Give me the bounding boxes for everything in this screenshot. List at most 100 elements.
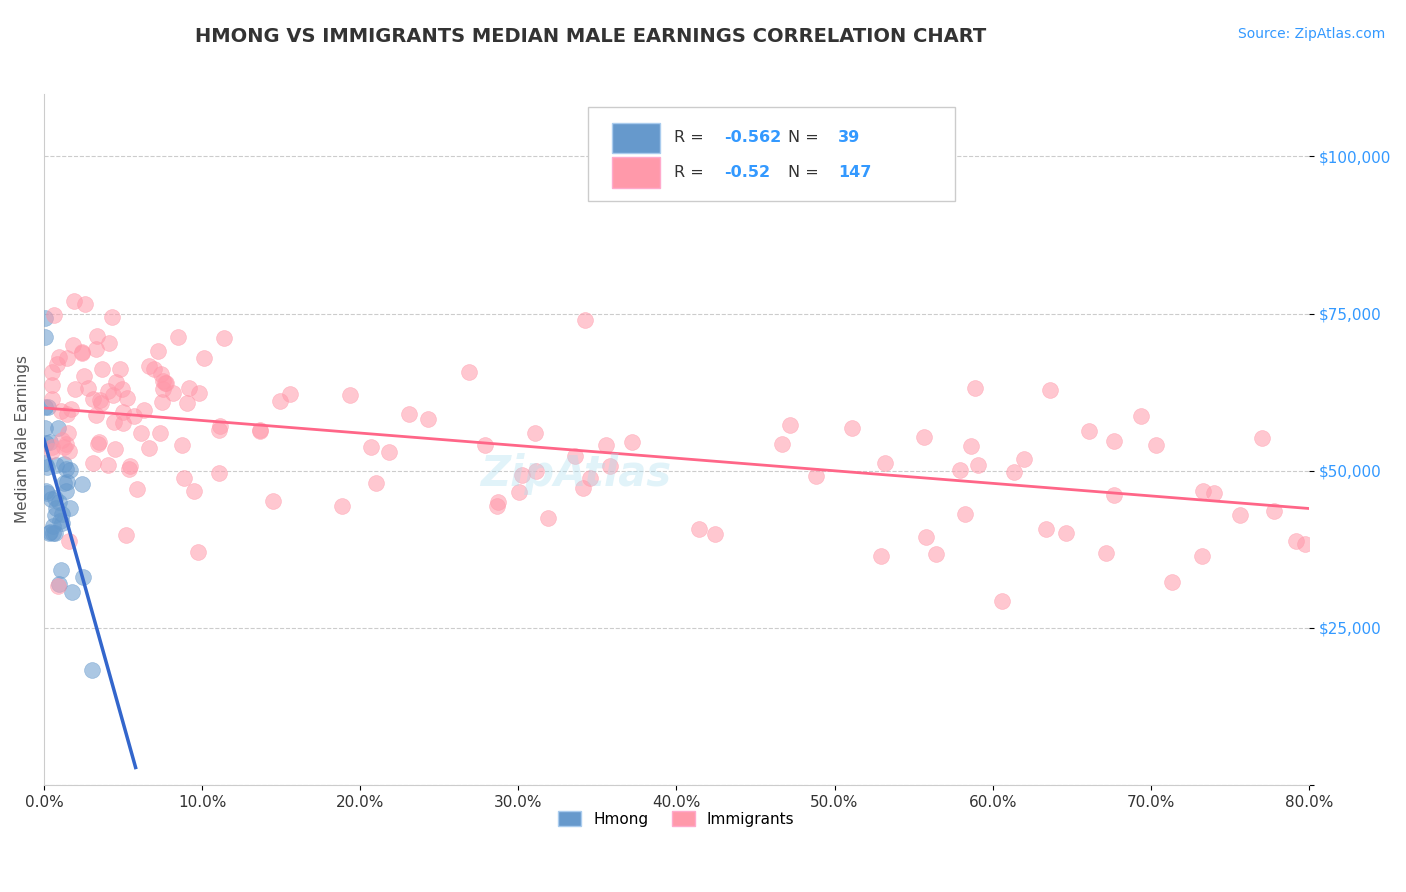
- Point: [524, 464, 547, 478]
- Point: [965, 381, 987, 395]
- Point: [60, 585, 83, 599]
- Point: [1192, 484, 1215, 499]
- Point: [148, 344, 170, 359]
- Point: [162, 386, 184, 401]
- Point: [330, 500, 353, 514]
- Point: [398, 407, 420, 421]
- Text: N =: N =: [787, 165, 824, 180]
- Point: [70, 476, 93, 491]
- Point: [804, 469, 827, 483]
- Point: [599, 459, 621, 474]
- Point: [87, 435, 110, 450]
- Point: [138, 442, 160, 456]
- Point: [48, 351, 70, 365]
- Point: [990, 594, 1012, 608]
- Point: [474, 438, 496, 452]
- Point: [149, 426, 172, 441]
- Point: [41, 365, 63, 379]
- Point: [37, 400, 59, 414]
- Point: [955, 507, 977, 521]
- Point: [249, 423, 271, 437]
- Point: [510, 467, 533, 482]
- Point: [37, 486, 59, 500]
- Point: [35, 436, 58, 450]
- Text: 39: 39: [838, 130, 860, 145]
- Point: [51, 434, 73, 448]
- Point: [1202, 486, 1225, 500]
- Point: [688, 522, 710, 536]
- Point: [104, 442, 127, 456]
- Point: [142, 361, 165, 376]
- Text: N =: N =: [787, 130, 824, 145]
- Point: [1129, 409, 1152, 423]
- Point: [579, 471, 602, 485]
- Point: [70, 346, 93, 360]
- Point: [41, 440, 63, 454]
- FancyBboxPatch shape: [588, 107, 955, 201]
- Point: [75, 297, 97, 311]
- Point: [72, 570, 94, 584]
- Point: [51, 516, 73, 530]
- Point: [1144, 438, 1167, 452]
- Point: [63, 294, 86, 309]
- Point: [508, 484, 530, 499]
- Point: [1294, 536, 1316, 550]
- Point: [149, 367, 172, 381]
- Point: [170, 438, 193, 452]
- Point: [38, 435, 60, 450]
- Point: [193, 351, 215, 366]
- Point: [360, 440, 382, 454]
- Point: [207, 466, 229, 480]
- Point: [70, 345, 93, 359]
- Text: HMONG VS IMMIGRANTS MEDIAN MALE EARNINGS CORRELATION CHART: HMONG VS IMMIGRANTS MEDIAN MALE EARNINGS…: [195, 27, 986, 45]
- Point: [45, 458, 67, 472]
- Point: [574, 313, 596, 327]
- Point: [152, 374, 174, 388]
- Point: [364, 475, 387, 490]
- Point: [153, 376, 176, 391]
- Text: R =: R =: [673, 130, 709, 145]
- Point: [55, 484, 77, 499]
- Point: [58, 534, 80, 549]
- Point: [595, 437, 617, 451]
- Point: [45, 501, 67, 516]
- Point: [915, 530, 938, 544]
- Point: [48, 577, 70, 591]
- Point: [62, 338, 84, 352]
- Point: [486, 499, 509, 513]
- Point: [249, 424, 271, 438]
- Point: [110, 361, 132, 376]
- Text: 147: 147: [838, 165, 872, 180]
- Point: [82, 392, 104, 407]
- Point: [39, 491, 62, 506]
- FancyBboxPatch shape: [612, 122, 659, 153]
- Point: [41, 444, 63, 458]
- Point: [1102, 488, 1125, 502]
- Point: [572, 481, 595, 495]
- Point: [1160, 575, 1182, 590]
- Point: [53, 475, 76, 490]
- Point: [118, 462, 141, 476]
- Point: [155, 376, 177, 390]
- Point: [378, 444, 401, 458]
- Point: [56, 475, 79, 490]
- Point: [52, 457, 75, 471]
- Point: [115, 527, 138, 541]
- Point: [34, 401, 56, 415]
- Point: [84, 343, 107, 357]
- Point: [458, 365, 481, 379]
- Point: [56, 426, 79, 441]
- Point: [56, 407, 79, 421]
- Point: [1078, 424, 1101, 438]
- Point: [873, 456, 896, 470]
- Point: [55, 462, 77, 476]
- Point: [537, 511, 560, 525]
- Point: [101, 310, 124, 324]
- Point: [103, 415, 125, 429]
- Point: [49, 514, 72, 528]
- Point: [1012, 452, 1035, 467]
- Y-axis label: Median Male Earnings: Median Male Earnings: [15, 355, 30, 524]
- Point: [166, 330, 188, 344]
- Point: [42, 519, 65, 533]
- Point: [90, 395, 112, 409]
